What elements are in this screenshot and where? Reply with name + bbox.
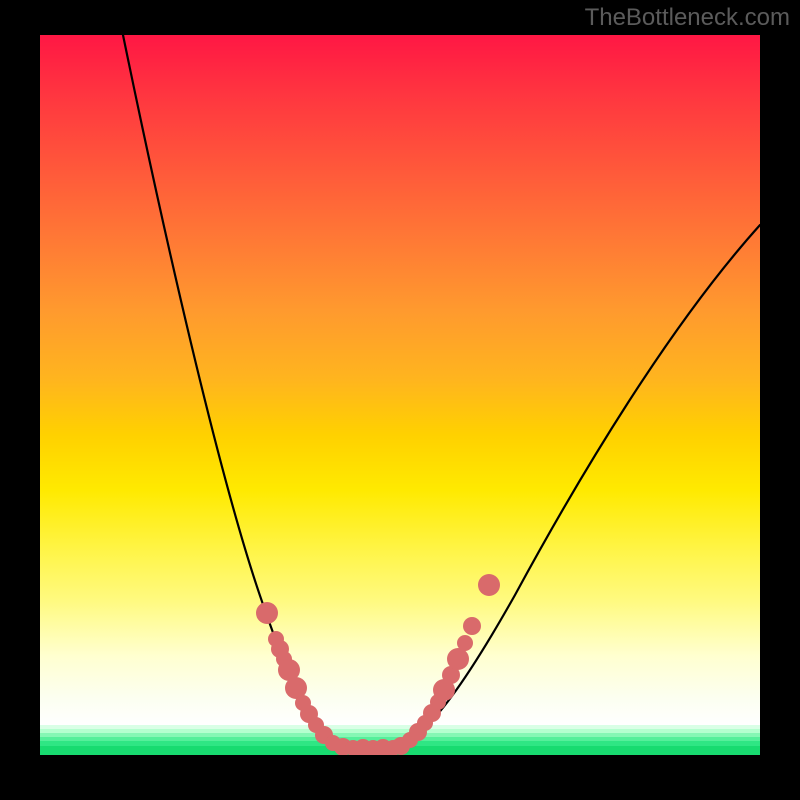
stage: TheBottleneck.com (0, 0, 800, 800)
data-marker (447, 648, 469, 670)
data-marker (478, 574, 500, 596)
curve-left (123, 35, 363, 748)
data-marker (463, 617, 481, 635)
data-marker (256, 602, 278, 624)
curve-right (363, 225, 760, 748)
watermark: TheBottleneck.com (585, 4, 790, 32)
bottleneck-curve (40, 35, 760, 755)
data-marker (457, 635, 473, 651)
plot-area (40, 35, 760, 755)
